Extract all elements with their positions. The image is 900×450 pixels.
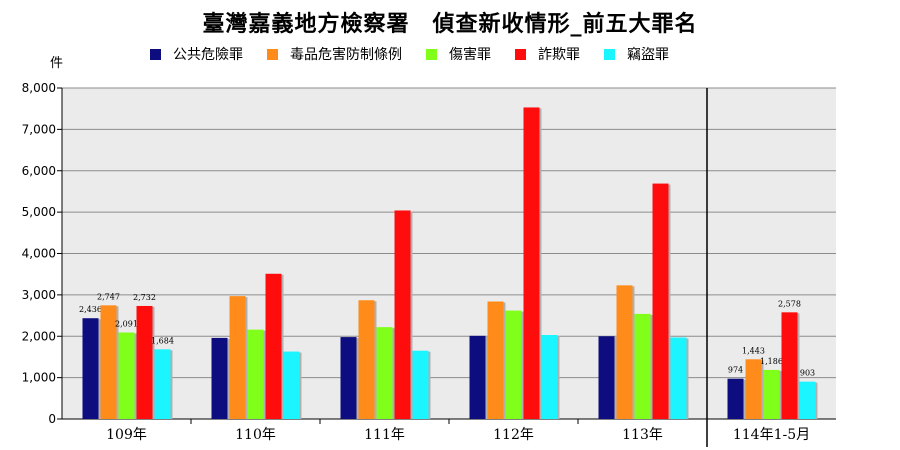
legend-item: 竊盜罪 [604, 44, 669, 64]
bar [799, 381, 816, 419]
bar [598, 336, 615, 419]
data-label: 2,732 [133, 293, 156, 302]
bar [487, 301, 504, 419]
legend-swatch [267, 48, 278, 60]
bar [283, 351, 300, 419]
bar [100, 305, 117, 419]
data-label: 903 [800, 369, 815, 378]
bar [118, 332, 135, 419]
bar [745, 359, 762, 419]
bar [265, 273, 282, 419]
y-tick-label: 5,000 [22, 205, 56, 219]
data-label: 974 [728, 366, 743, 375]
y-tick-label: 7,000 [22, 122, 56, 136]
y-tick-label: 1,000 [22, 371, 56, 385]
bar [727, 378, 744, 419]
legend-label: 傷害罪 [449, 47, 491, 63]
y-tick-label: 6,000 [22, 164, 56, 178]
bar [469, 335, 486, 419]
x-tick-label: 111年 [364, 427, 405, 443]
x-tick-label: 114年1-5月 [733, 427, 810, 443]
bar [670, 337, 687, 419]
y-tick-label: 8,000 [22, 81, 56, 95]
bar [211, 337, 228, 419]
bar [340, 337, 357, 419]
x-tick-label: 109年 [106, 427, 147, 443]
legend-swatch [150, 48, 161, 60]
bar [247, 329, 264, 419]
legend-label: 竊盜罪 [627, 47, 669, 63]
y-tick-label: 4,000 [22, 247, 56, 261]
legend-item: 公共危險罪 [150, 44, 243, 64]
y-tick-label: 3,000 [22, 288, 56, 302]
bar [541, 335, 558, 419]
bar [652, 183, 669, 419]
data-label: 1,684 [151, 336, 174, 345]
bar [229, 296, 246, 419]
bar [781, 312, 798, 419]
legend-label: 毒品危害防制條例 [290, 47, 402, 63]
data-label: 2,747 [97, 292, 120, 301]
bar [136, 305, 153, 419]
bar [154, 349, 171, 419]
bar [376, 327, 393, 419]
y-tick-label: 0 [48, 412, 56, 426]
x-tick-label: 112年 [493, 427, 534, 443]
data-label: 2,091 [115, 319, 138, 328]
legend-item: 傷害罪 [426, 44, 491, 64]
legend-item: 毒品危害防制條例 [267, 44, 402, 64]
legend-swatch [604, 48, 615, 60]
chart-legend: 公共危險罪 毒品危害防制條例 傷害罪 詐欺罪 竊盜罪 [150, 44, 693, 64]
legend-label: 詐欺罪 [538, 47, 580, 63]
bar [412, 350, 429, 419]
bar [505, 310, 522, 419]
data-label: 2,578 [778, 299, 801, 308]
data-label: 2,436 [79, 305, 102, 314]
bar [523, 107, 540, 419]
x-tick-label: 110年 [235, 427, 276, 443]
bar [634, 313, 651, 419]
y-axis-unit-label: 件 [50, 56, 64, 71]
bar [358, 300, 375, 419]
bar [394, 210, 411, 419]
legend-item: 詐欺罪 [515, 44, 580, 64]
bar [763, 369, 780, 419]
bar [616, 285, 633, 419]
data-label: 1,443 [742, 346, 765, 355]
x-tick-label: 113年 [622, 427, 663, 443]
legend-label: 公共危險罪 [173, 47, 243, 63]
y-tick-label: 2,000 [22, 329, 56, 343]
bar [82, 318, 99, 419]
legend-swatch [426, 48, 437, 60]
legend-swatch [515, 48, 526, 60]
data-label: 1,186 [760, 357, 783, 366]
chart-title: 臺灣嘉義地方檢察署 偵查新收情形_前五大罪名 [202, 11, 698, 37]
